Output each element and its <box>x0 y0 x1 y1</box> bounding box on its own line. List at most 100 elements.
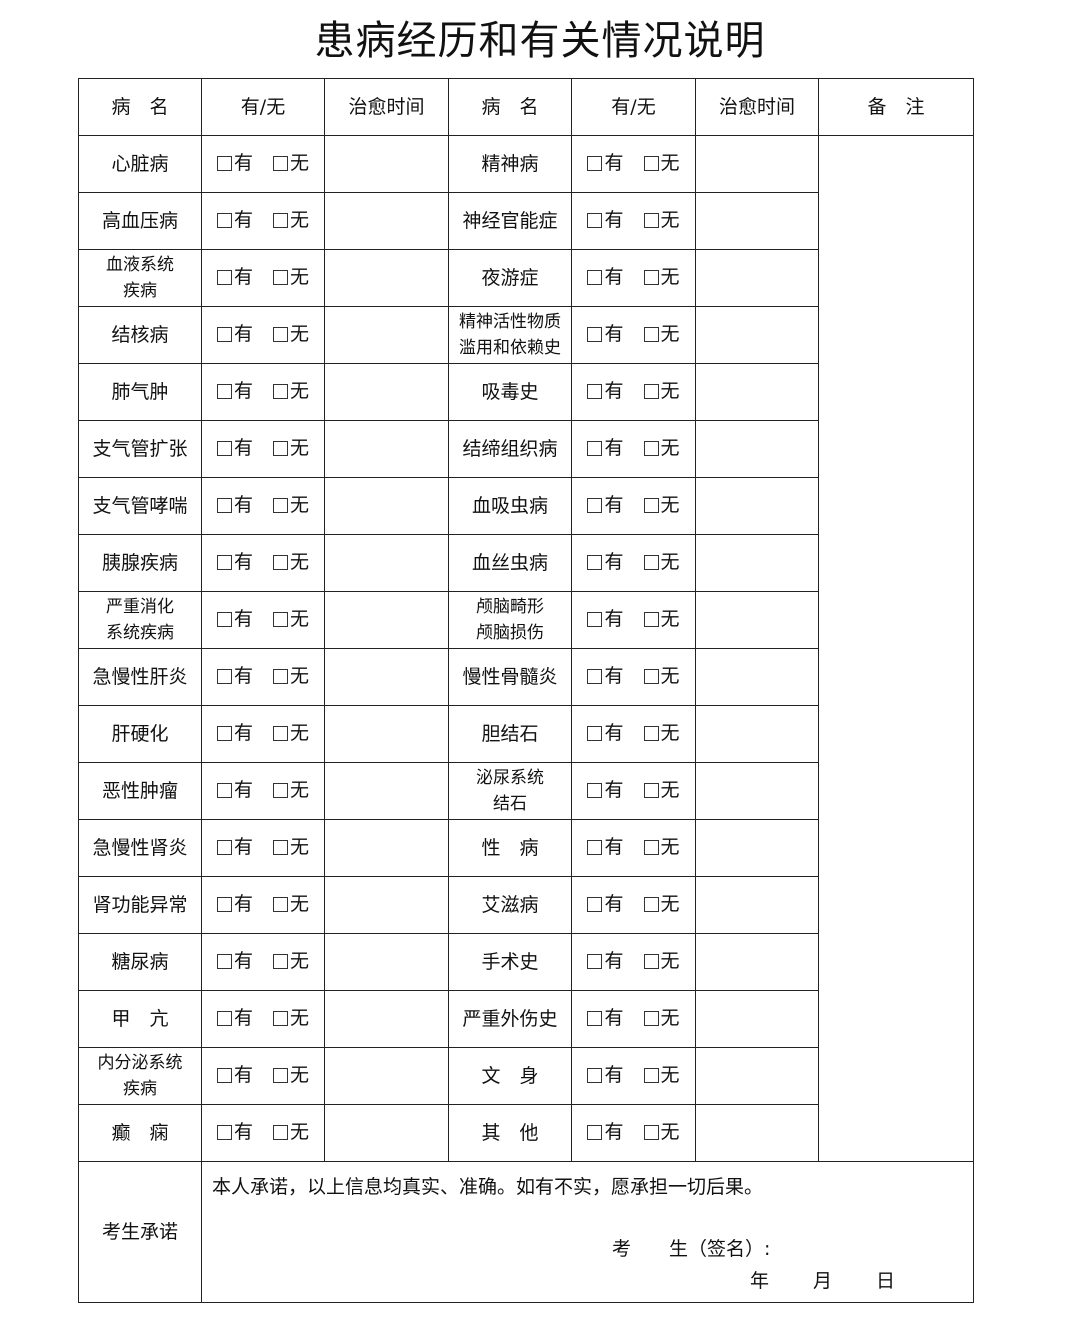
option-yes[interactable]: 有 <box>587 378 624 404</box>
checkbox-yes[interactable] <box>216 725 232 741</box>
option-yes[interactable]: 有 <box>587 207 624 233</box>
cure-time-right-field[interactable] <box>695 933 819 991</box>
option-no[interactable]: 无 <box>643 948 680 974</box>
checkbox-no[interactable] <box>643 383 659 399</box>
checkbox-yes[interactable] <box>587 1067 603 1083</box>
cure-time-left-field[interactable] <box>324 648 449 706</box>
option-no[interactable]: 无 <box>273 378 309 404</box>
cure-time-left-field[interactable] <box>324 135 449 193</box>
option-yes[interactable]: 有 <box>216 492 253 518</box>
option-yes[interactable]: 有 <box>216 663 253 689</box>
checkbox-yes[interactable] <box>216 269 232 285</box>
option-no[interactable]: 无 <box>643 720 680 746</box>
option-no[interactable]: 无 <box>273 891 309 917</box>
option-no[interactable]: 无 <box>273 1005 309 1031</box>
cure-time-left-field[interactable] <box>324 192 449 250</box>
cure-time-left-field[interactable] <box>324 762 449 820</box>
cure-time-left-field[interactable] <box>324 420 449 478</box>
checkbox-yes[interactable] <box>216 326 232 342</box>
checkbox-yes[interactable] <box>587 953 603 969</box>
cure-time-left-field[interactable] <box>324 933 449 991</box>
checkbox-yes[interactable] <box>216 440 232 456</box>
cure-time-left-field[interactable] <box>324 705 449 763</box>
checkbox-no[interactable] <box>273 155 288 171</box>
option-yes[interactable]: 有 <box>587 1062 624 1088</box>
cure-time-right-field[interactable] <box>695 306 819 364</box>
option-yes[interactable]: 有 <box>216 777 253 803</box>
checkbox-yes[interactable] <box>216 896 232 912</box>
option-no[interactable]: 无 <box>273 834 309 860</box>
option-no[interactable]: 无 <box>643 549 680 575</box>
option-yes[interactable]: 有 <box>216 150 253 176</box>
cure-time-left-field[interactable] <box>324 1104 449 1162</box>
checkbox-no[interactable] <box>643 1124 659 1140</box>
option-yes[interactable]: 有 <box>587 150 624 176</box>
checkbox-no[interactable] <box>643 155 659 171</box>
cure-time-right-field[interactable] <box>695 135 819 193</box>
cure-time-right-field[interactable] <box>695 363 819 421</box>
checkbox-no[interactable] <box>273 1067 288 1083</box>
cure-time-right-field[interactable] <box>695 1047 819 1105</box>
option-no[interactable]: 无 <box>643 834 680 860</box>
option-no[interactable]: 无 <box>273 321 309 347</box>
option-no[interactable]: 无 <box>643 777 680 803</box>
checkbox-yes[interactable] <box>216 953 232 969</box>
option-yes[interactable]: 有 <box>216 378 253 404</box>
checkbox-no[interactable] <box>643 896 659 912</box>
option-no[interactable]: 无 <box>273 948 309 974</box>
cure-time-left-field[interactable] <box>324 876 449 934</box>
checkbox-no[interactable] <box>643 440 659 456</box>
checkbox-no[interactable] <box>643 326 659 342</box>
checkbox-yes[interactable] <box>587 554 603 570</box>
option-no[interactable]: 无 <box>273 777 309 803</box>
cure-time-right-field[interactable] <box>695 1104 819 1162</box>
checkbox-yes[interactable] <box>216 668 232 684</box>
option-yes[interactable]: 有 <box>587 264 624 290</box>
checkbox-no[interactable] <box>273 554 288 570</box>
cure-time-left-field[interactable] <box>324 1047 449 1105</box>
option-no[interactable]: 无 <box>643 378 680 404</box>
option-no[interactable]: 无 <box>643 492 680 518</box>
checkbox-yes[interactable] <box>587 326 603 342</box>
option-yes[interactable]: 有 <box>216 948 253 974</box>
checkbox-no[interactable] <box>273 611 288 627</box>
option-yes[interactable]: 有 <box>216 264 253 290</box>
checkbox-no[interactable] <box>643 1010 659 1026</box>
option-yes[interactable]: 有 <box>587 891 624 917</box>
option-no[interactable]: 无 <box>273 207 309 233</box>
checkbox-yes[interactable] <box>587 782 603 798</box>
checkbox-yes[interactable] <box>587 725 603 741</box>
cure-time-right-field[interactable] <box>695 192 819 250</box>
option-no[interactable]: 无 <box>273 150 309 176</box>
option-no[interactable]: 无 <box>643 264 680 290</box>
option-no[interactable]: 无 <box>273 492 309 518</box>
checkbox-no[interactable] <box>273 1124 288 1140</box>
option-yes[interactable]: 有 <box>216 720 253 746</box>
option-yes[interactable]: 有 <box>587 606 624 632</box>
checkbox-yes[interactable] <box>587 668 603 684</box>
option-yes[interactable]: 有 <box>587 321 624 347</box>
option-yes[interactable]: 有 <box>587 492 624 518</box>
checkbox-yes[interactable] <box>587 1010 603 1026</box>
checkbox-no[interactable] <box>643 839 659 855</box>
option-yes[interactable]: 有 <box>216 321 253 347</box>
cure-time-left-field[interactable] <box>324 534 449 592</box>
checkbox-yes[interactable] <box>587 212 603 228</box>
checkbox-no[interactable] <box>273 497 288 513</box>
option-no[interactable]: 无 <box>273 264 309 290</box>
checkbox-no[interactable] <box>643 1067 659 1083</box>
checkbox-yes[interactable] <box>587 440 603 456</box>
option-yes[interactable]: 有 <box>587 1119 624 1145</box>
option-yes[interactable]: 有 <box>587 549 624 575</box>
checkbox-yes[interactable] <box>587 269 603 285</box>
checkbox-no[interactable] <box>273 782 288 798</box>
checkbox-no[interactable] <box>273 668 288 684</box>
cure-time-left-field[interactable] <box>324 249 449 307</box>
option-yes[interactable]: 有 <box>587 948 624 974</box>
checkbox-yes[interactable] <box>216 383 232 399</box>
remarks-field[interactable] <box>818 135 974 1162</box>
option-yes[interactable]: 有 <box>216 207 253 233</box>
checkbox-no[interactable] <box>273 1010 288 1026</box>
cure-time-left-field[interactable] <box>324 591 449 649</box>
cure-time-right-field[interactable] <box>695 591 819 649</box>
